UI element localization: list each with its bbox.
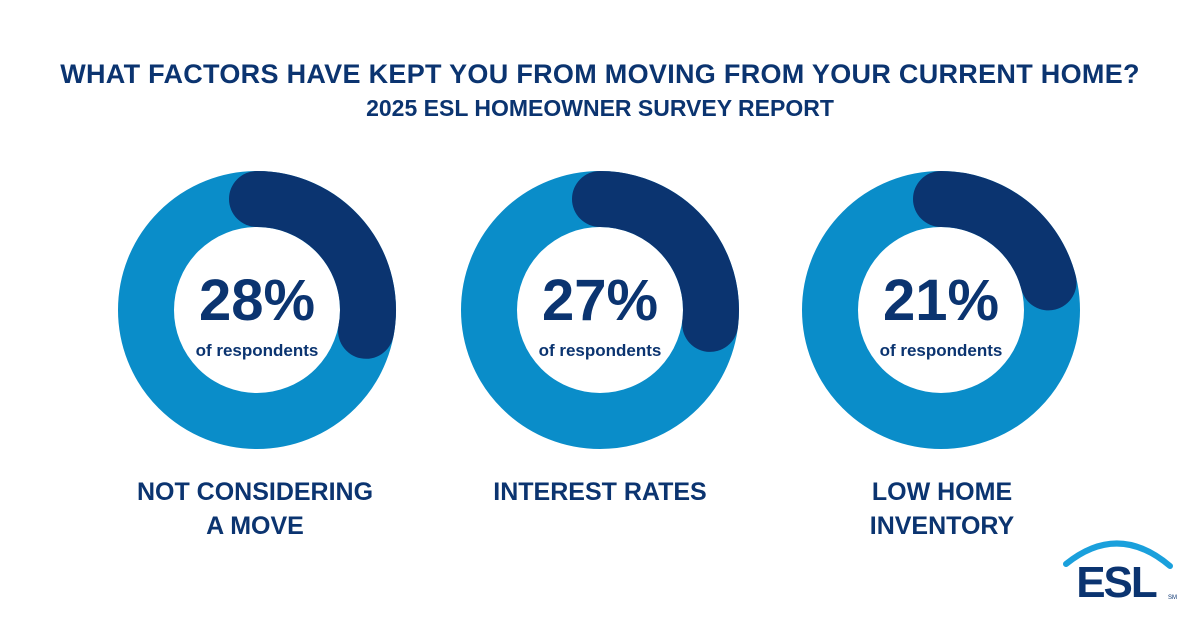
donut-slice-2 [913,171,1077,311]
logo-service-mark: SM [1168,595,1177,601]
donut-caption-1: of respondents [539,341,662,360]
donut-value-label-0: 28% [199,268,315,333]
chart-subtitle: 2025 ESL HOMEOWNER SURVEY REPORT [366,95,834,121]
esl-logo: ESL SM [1063,540,1177,605]
logo-arc-icon [1063,540,1173,569]
donut-slice-0 [229,171,396,359]
logo-text: ESL [1076,558,1157,605]
donut-value-label-1: 27% [542,268,658,333]
donut-caption-0: of respondents [196,341,319,360]
donut-hole-2 [859,228,1023,392]
donut-value-label-2: 21% [883,268,999,333]
category-label-not-considering: NOT CONSIDERING A MOVE [136,478,374,540]
category-label-interest-rates: INTEREST RATES [493,478,707,506]
category-label-low-inventory: LOW HOME INVENTORY [869,478,1015,540]
donut-slice-1 [572,171,739,352]
donut-hole-0 [175,228,339,392]
donut-hole-1 [518,228,682,392]
donut-caption-2: of respondents [880,341,1003,360]
chart-title: WHAT FACTORS HAVE KEPT YOU FROM MOVING F… [60,59,1140,89]
